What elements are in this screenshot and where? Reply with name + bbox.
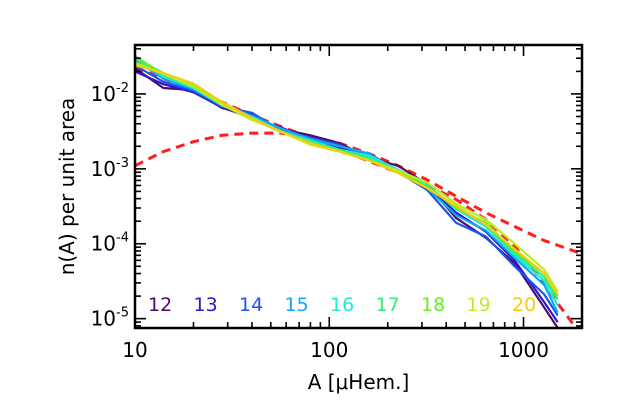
- x-tick-labels: 10 100 1000: [122, 338, 549, 362]
- legend-entry-14: 14: [239, 294, 263, 316]
- y-axis-label: n(A) per unit area: [55, 98, 79, 276]
- series-lines: [135, 55, 559, 328]
- series-line-15: [135, 59, 559, 314]
- x-tick-label: 100: [310, 338, 348, 362]
- legend-entry-20: 20: [512, 294, 536, 316]
- x-axis-label: A [μHem.]: [308, 370, 410, 394]
- x-tick-label: 1000: [498, 338, 549, 362]
- legend-entry-19: 19: [467, 294, 491, 316]
- legend-entry-15: 15: [285, 294, 309, 316]
- legend-entry-13: 13: [194, 294, 218, 316]
- legend-entry-18: 18: [421, 294, 445, 316]
- series-line-19: [135, 61, 559, 293]
- x-tick-label: 10: [122, 338, 147, 362]
- y-tick-label: 10-4: [91, 231, 129, 256]
- y-tick-label: 10-2: [91, 81, 129, 106]
- axis-ticks: [134, 45, 583, 328]
- series-line-20: [135, 64, 559, 296]
- y-tick-label: 10-3: [91, 156, 129, 181]
- y-tick-label: 10-5: [91, 306, 129, 331]
- legend: 12 13 14 15 16 17 18 19 20: [148, 294, 536, 316]
- series-line-13: [135, 70, 559, 323]
- legend-entry-17: 17: [376, 294, 400, 316]
- series-line-14: [135, 64, 559, 317]
- legend-entry-16: 16: [330, 294, 354, 316]
- plot-frame: [133, 43, 584, 330]
- series-line-12: [135, 67, 559, 328]
- y-tick-labels: 10-5 10-4 10-3 10-2: [91, 81, 129, 331]
- legend-entry-12: 12: [148, 294, 172, 316]
